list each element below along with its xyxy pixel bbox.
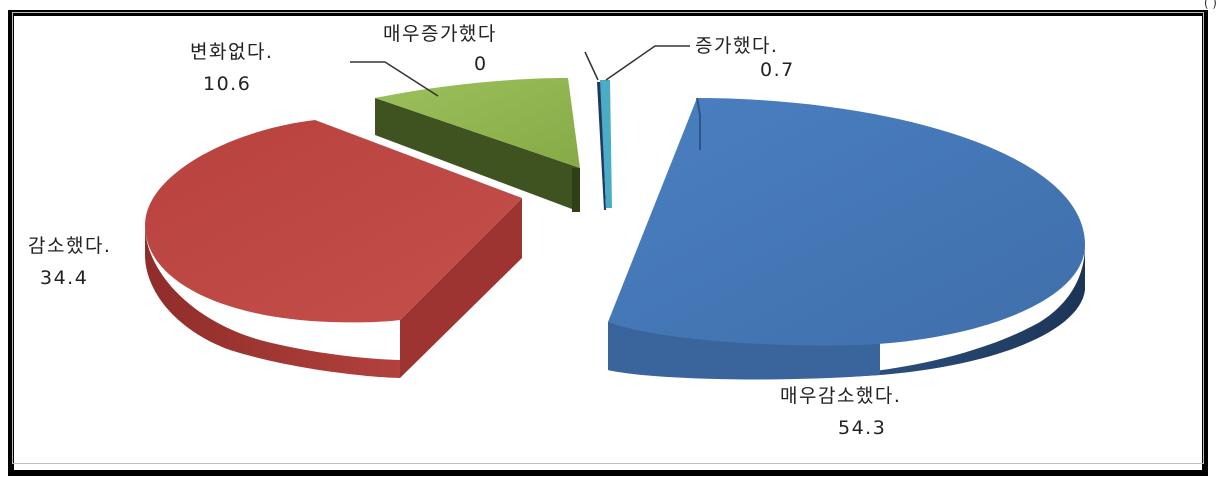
leader-line-증가했다 xyxy=(605,45,690,81)
slice-변화없다 xyxy=(375,78,580,212)
slice-매우증가했다 xyxy=(597,82,606,210)
value-증가했다: 0.7 xyxy=(760,59,795,81)
value-감소했다: 34.4 xyxy=(40,267,88,289)
slice-감소했다 xyxy=(145,120,522,378)
corner-text: ( ) xyxy=(1203,0,1217,10)
value-매우증가했다: 0 xyxy=(474,53,488,75)
label-매우증가했다: 매우증가했다 xyxy=(383,23,497,45)
value-변화없다: 10.6 xyxy=(203,73,251,95)
leader-line-매우증가했다 xyxy=(584,51,599,81)
chart-area xyxy=(12,12,1204,464)
slice-매우감소했다 xyxy=(608,97,1085,380)
label-감소했다: 감소했다. xyxy=(28,235,111,257)
value-매우감소했다: 54.3 xyxy=(838,417,886,439)
leader-line-변화없다 xyxy=(350,61,439,97)
label-매우감소했다: 매우감소했다. xyxy=(780,385,901,407)
label-변화없다: 변화없다. xyxy=(190,41,273,63)
slice-증가했다 xyxy=(600,80,612,208)
label-증가했다: 증가했다. xyxy=(695,35,778,57)
